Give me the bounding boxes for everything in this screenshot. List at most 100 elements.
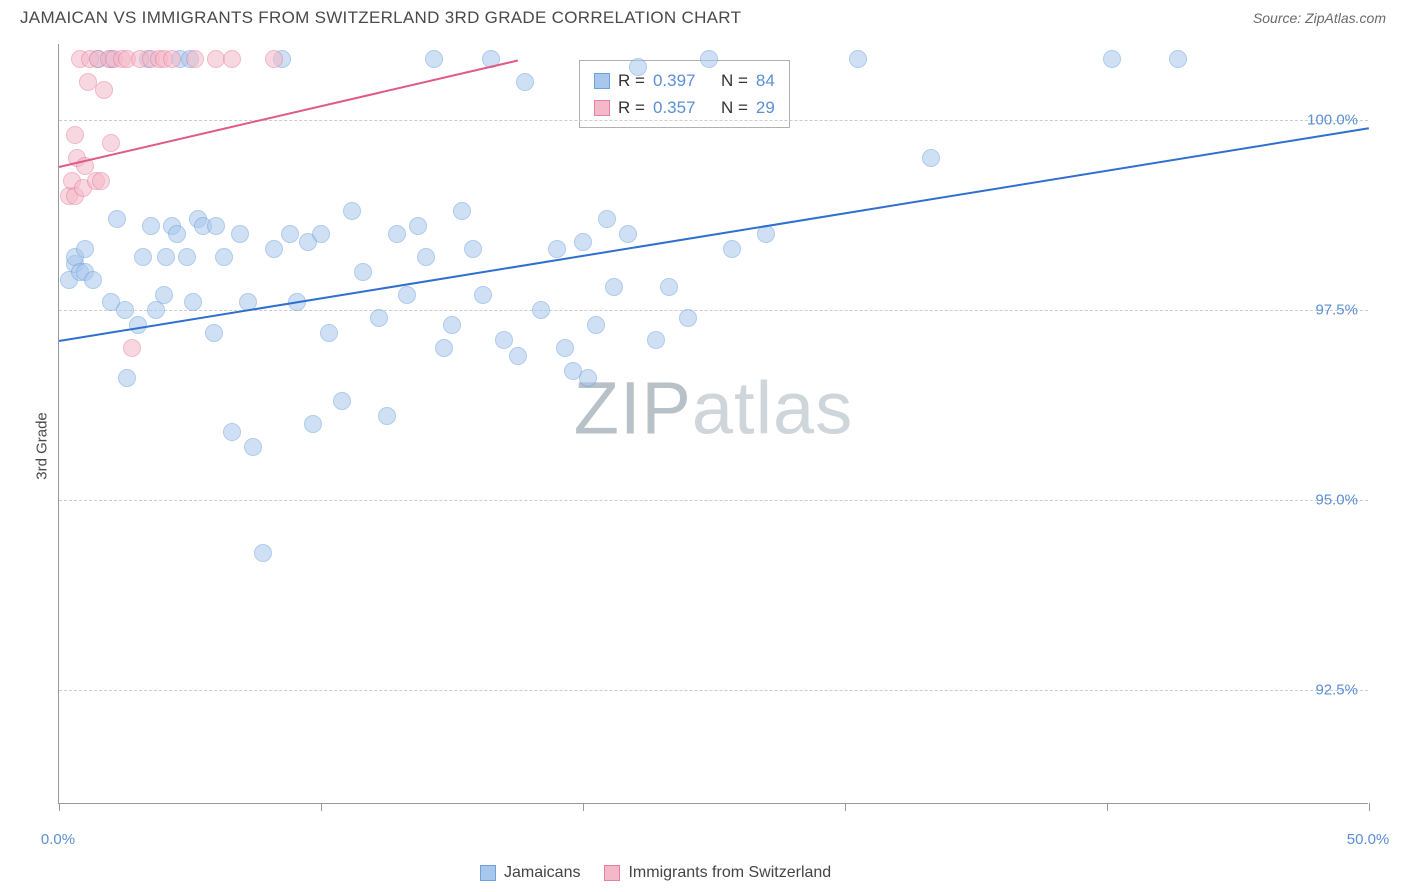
data-point: [619, 225, 637, 243]
data-point: [312, 225, 330, 243]
x-tick: [59, 803, 60, 811]
stats-row-jamaicans: R = 0.397 N = 84: [594, 67, 775, 94]
data-point: [556, 339, 574, 357]
legend-item-jamaicans: Jamaicans: [480, 864, 580, 882]
data-point: [157, 248, 175, 266]
data-point: [265, 240, 283, 258]
stats-r-value: 0.357: [653, 94, 696, 121]
data-point: [205, 324, 223, 342]
swatch-jamaicans: [594, 73, 610, 89]
stats-n-value: 29: [756, 94, 775, 121]
data-point: [443, 316, 461, 334]
data-point: [574, 233, 592, 251]
data-point: [598, 210, 616, 228]
data-point: [265, 50, 283, 68]
legend-label: Jamaicans: [504, 864, 580, 882]
data-point: [215, 248, 233, 266]
data-point: [495, 331, 513, 349]
data-point: [333, 392, 351, 410]
data-point: [223, 50, 241, 68]
data-point: [474, 286, 492, 304]
data-point: [163, 50, 181, 68]
stats-n-value: 84: [756, 67, 775, 94]
x-tick: [583, 803, 584, 811]
data-point: [186, 50, 204, 68]
data-point: [417, 248, 435, 266]
x-tick: [1107, 803, 1108, 811]
x-tick: [845, 803, 846, 811]
data-point: [700, 50, 718, 68]
data-point: [1169, 50, 1187, 68]
data-point: [66, 126, 84, 144]
data-point: [168, 225, 186, 243]
trend-line: [59, 59, 518, 167]
data-point: [409, 217, 427, 235]
data-point: [354, 263, 372, 281]
data-point: [142, 217, 160, 235]
data-point: [679, 309, 697, 327]
data-point: [244, 438, 262, 456]
data-point: [922, 149, 940, 167]
data-point: [76, 240, 94, 258]
data-point: [388, 225, 406, 243]
data-point: [95, 81, 113, 99]
data-point: [587, 316, 605, 334]
stats-row-swiss: R = 0.357 N = 29: [594, 94, 775, 121]
data-point: [155, 286, 173, 304]
data-point: [425, 50, 443, 68]
data-point: [509, 347, 527, 365]
data-point: [84, 271, 102, 289]
data-point: [1103, 50, 1121, 68]
y-tick-label: 100.0%: [1307, 112, 1358, 129]
data-point: [647, 331, 665, 349]
data-point: [629, 58, 647, 76]
y-tick-label: 92.5%: [1315, 682, 1358, 699]
data-point: [435, 339, 453, 357]
data-point: [116, 301, 134, 319]
data-point: [849, 50, 867, 68]
bottom-legend: Jamaicans Immigrants from Switzerland: [480, 864, 831, 882]
y-axis-label: 3rd Grade: [33, 412, 50, 480]
data-point: [453, 202, 471, 220]
y-tick-label: 97.5%: [1315, 302, 1358, 319]
data-point: [102, 134, 120, 152]
data-point: [207, 217, 225, 235]
watermark: ZIPatlas: [574, 366, 853, 451]
data-point: [723, 240, 741, 258]
data-point: [254, 544, 272, 562]
grid-line: [59, 310, 1368, 311]
data-point: [378, 407, 396, 425]
legend-swatch-swiss: [604, 865, 620, 881]
data-point: [532, 301, 550, 319]
data-point: [134, 248, 152, 266]
data-point: [660, 278, 678, 296]
scatter-chart: ZIPatlas R = 0.397 N = 84 R = 0.357 N = …: [58, 44, 1368, 804]
data-point: [184, 293, 202, 311]
legend-item-swiss: Immigrants from Switzerland: [604, 864, 831, 882]
x-tick-label: 0.0%: [41, 831, 75, 848]
data-point: [516, 73, 534, 91]
data-point: [605, 278, 623, 296]
data-point: [108, 210, 126, 228]
data-point: [398, 286, 416, 304]
y-tick-label: 95.0%: [1315, 492, 1358, 509]
stats-n-label: N =: [721, 94, 748, 121]
x-tick: [1369, 803, 1370, 811]
grid-line: [59, 500, 1368, 501]
source-attribution: Source: ZipAtlas.com: [1253, 10, 1386, 26]
data-point: [223, 423, 241, 441]
x-tick-label: 50.0%: [1347, 831, 1390, 848]
legend-label: Immigrants from Switzerland: [628, 864, 831, 882]
data-point: [579, 369, 597, 387]
data-point: [178, 248, 196, 266]
data-point: [343, 202, 361, 220]
stats-legend-box: R = 0.397 N = 84 R = 0.357 N = 29: [579, 60, 790, 128]
legend-swatch-jamaicans: [480, 865, 496, 881]
data-point: [304, 415, 322, 433]
chart-title: JAMAICAN VS IMMIGRANTS FROM SWITZERLAND …: [20, 8, 741, 28]
data-point: [548, 240, 566, 258]
data-point: [370, 309, 388, 327]
data-point: [123, 339, 141, 357]
stats-r-value: 0.397: [653, 67, 696, 94]
data-point: [320, 324, 338, 342]
